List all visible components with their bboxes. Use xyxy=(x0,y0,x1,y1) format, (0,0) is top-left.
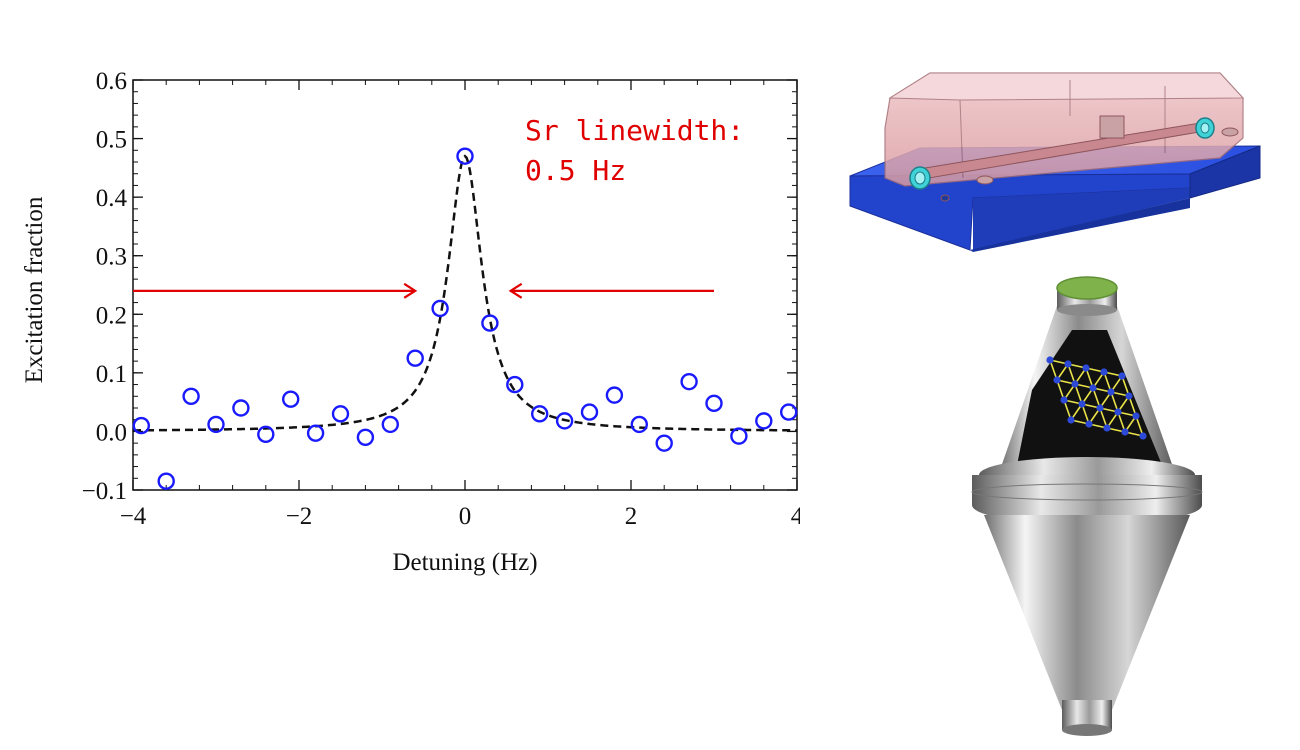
x-tick-labels: −4 −2 0 2 4 xyxy=(120,503,800,530)
lattice-atom xyxy=(1100,368,1108,376)
data-point xyxy=(481,314,499,332)
excitation-chart: −4 −2 0 2 4 −0.1 0.0 0.1 0.2 0.3 0.4 0.5 0.6 Detuni… xyxy=(21,68,800,576)
lattice-atom xyxy=(1071,380,1079,388)
data-point xyxy=(630,415,648,434)
x-tick-label: 4 xyxy=(791,503,800,530)
x-tick-label: −2 xyxy=(286,503,313,530)
lattice-atom xyxy=(1114,408,1122,416)
lattice-atom xyxy=(1096,404,1104,412)
y-tick-label: 0.0 xyxy=(96,419,127,446)
data-point xyxy=(306,424,325,442)
lattice-atom xyxy=(1085,420,1093,428)
lattice-atom xyxy=(1132,412,1140,420)
x-tick-label: −4 xyxy=(120,503,147,530)
cone-top-mirror xyxy=(1056,276,1118,316)
y-tick-label: 0.2 xyxy=(96,302,127,329)
data-point xyxy=(580,403,599,421)
lattice-atom xyxy=(1103,424,1111,432)
lattice-atom xyxy=(1125,392,1133,400)
data-point xyxy=(755,412,773,430)
lorentzian-fit-curve xyxy=(132,154,798,432)
linewidth-annotation-line1: Sr linewidth: xyxy=(525,114,744,147)
data-point xyxy=(157,472,175,490)
data-point xyxy=(132,416,151,435)
lattice-atom xyxy=(1107,388,1115,396)
lattice-atom xyxy=(1082,364,1090,372)
data-point xyxy=(406,349,424,367)
cone-spacer-illustration xyxy=(971,276,1203,736)
lattice-atom xyxy=(1121,428,1129,436)
cavity-mounts xyxy=(940,115,1239,202)
x-tick-label: 2 xyxy=(625,503,638,530)
lattice-atom xyxy=(1053,376,1061,384)
y-tick-label: 0.3 xyxy=(96,244,127,271)
tick-marks xyxy=(132,79,798,491)
lattice-atom xyxy=(1118,372,1126,380)
y-tick-labels: −0.1 0.0 0.1 0.2 0.3 0.4 0.5 0.6 xyxy=(82,68,128,505)
optical-cavity-illustration xyxy=(849,72,1261,252)
y-axis-title: Excitation fraction xyxy=(21,196,48,383)
data-point xyxy=(257,425,275,444)
data-point xyxy=(680,372,698,391)
lattice-atom xyxy=(1046,356,1054,364)
crystal-lattice xyxy=(1046,356,1147,440)
data-point xyxy=(431,299,449,318)
data-point xyxy=(282,390,300,408)
cone-flange xyxy=(971,457,1203,525)
data-point xyxy=(780,403,798,421)
y-tick-label: 0.4 xyxy=(96,185,128,212)
data-point xyxy=(207,415,225,434)
cone-upper xyxy=(1000,300,1174,470)
lattice-atom xyxy=(1139,432,1147,440)
data-point xyxy=(232,399,250,417)
lattice-atom xyxy=(1078,400,1086,408)
fwhm-arrow-head xyxy=(508,282,523,299)
data-point xyxy=(655,434,673,452)
lattice-atom xyxy=(1089,384,1097,392)
lattice-atom xyxy=(1064,360,1072,368)
data-point xyxy=(331,405,350,423)
fwhm-arrows xyxy=(133,282,714,299)
data-point xyxy=(456,147,474,165)
x-tick-label: 0 xyxy=(459,503,472,530)
data-point xyxy=(381,415,399,434)
fwhm-arrow-head xyxy=(403,282,418,299)
y-tick-label: 0.5 xyxy=(96,127,127,154)
y-tick-label: 0.1 xyxy=(96,361,127,388)
lattice-atom xyxy=(1067,416,1075,424)
y-tick-label: −0.1 xyxy=(82,478,127,505)
linewidth-annotation-line2: 0.5 Hz xyxy=(525,154,626,187)
cavity-mirror-left xyxy=(909,166,931,190)
data-point xyxy=(356,428,375,446)
data-point xyxy=(730,427,748,445)
y-tick-label: 0.6 xyxy=(96,68,127,95)
data-point xyxy=(506,375,524,394)
cavity-mirror-right xyxy=(1195,117,1215,139)
data-points xyxy=(132,147,798,490)
data-point xyxy=(531,405,549,423)
data-point xyxy=(182,387,200,405)
data-point xyxy=(705,394,723,413)
data-point xyxy=(605,386,624,404)
cavity-housing xyxy=(884,72,1245,187)
x-axis-title: Detuning (Hz) xyxy=(392,549,537,576)
cone-lower xyxy=(984,515,1190,736)
lattice-atom xyxy=(1060,396,1068,404)
data-point xyxy=(555,412,574,430)
